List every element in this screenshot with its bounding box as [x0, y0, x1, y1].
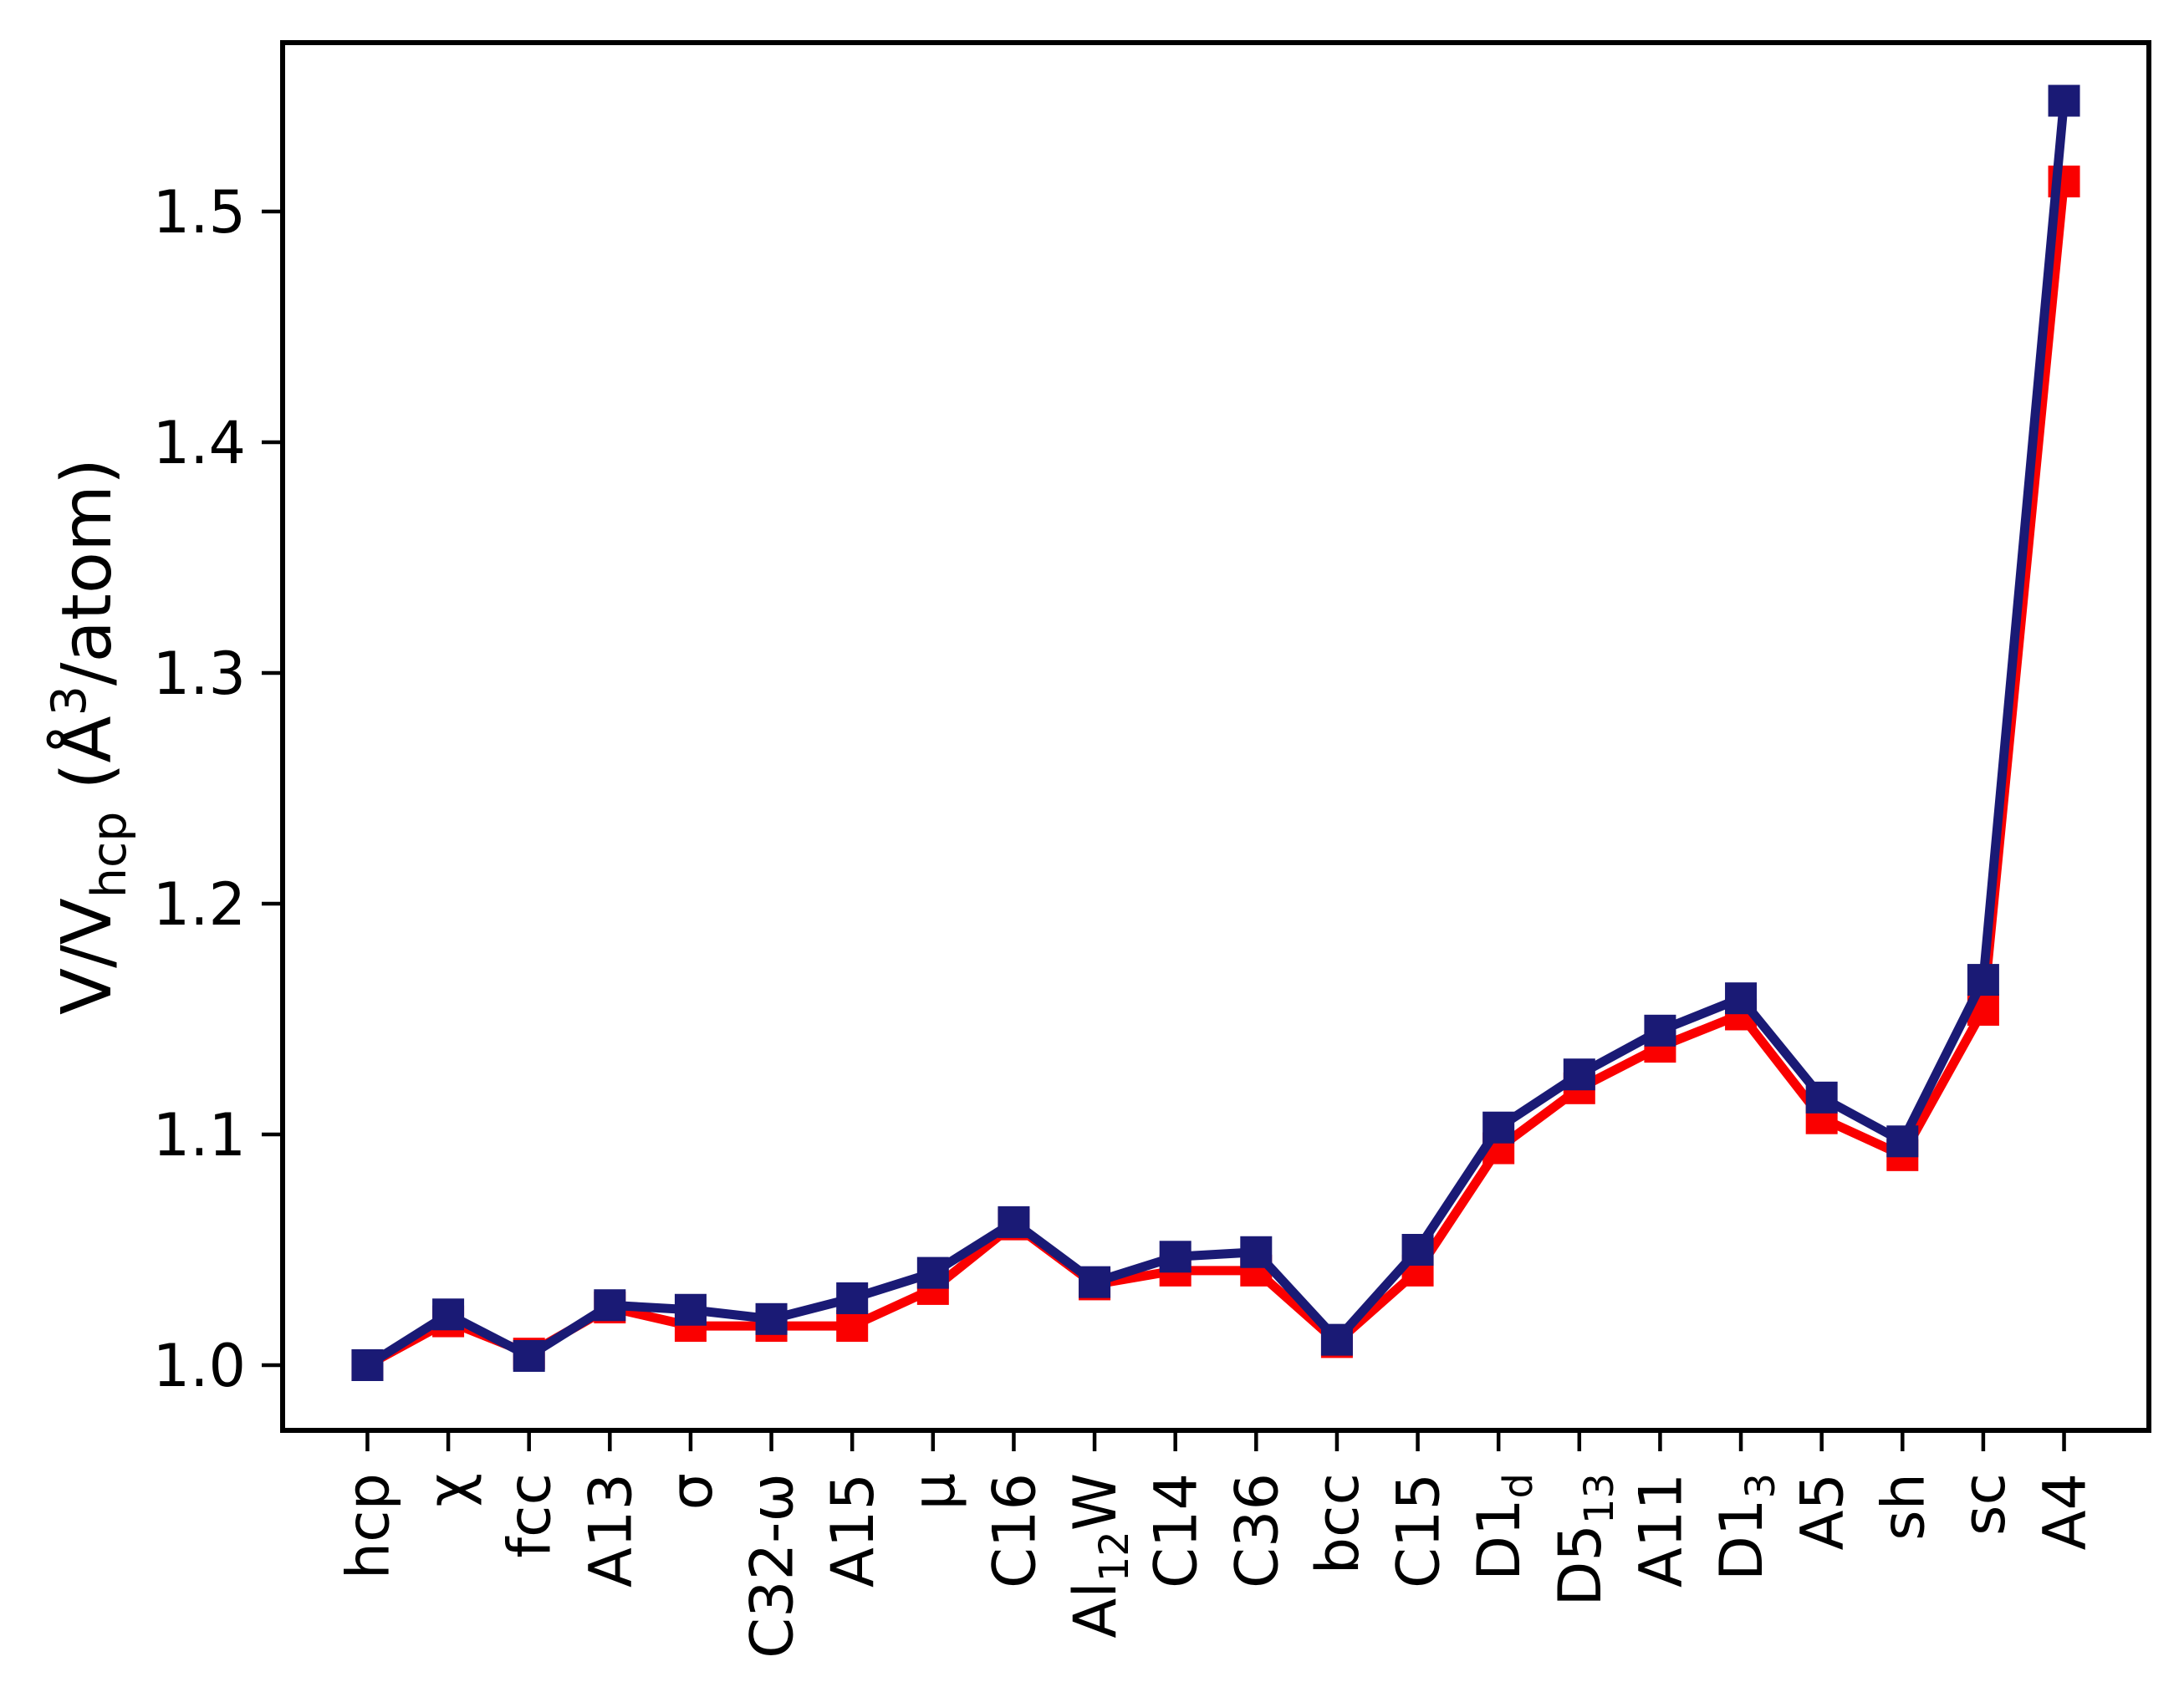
- x-tick-label-sc: sc: [1950, 1473, 2018, 1536]
- label-segment: A4: [2031, 1473, 2100, 1550]
- x-tick-label-a15: A15: [819, 1473, 887, 1588]
- marker-navy-series-c36: [1240, 1236, 1273, 1268]
- marker-navy-series--: [674, 1293, 707, 1326]
- label-segment: A11: [1626, 1473, 1695, 1588]
- x-tick-label--: χ: [415, 1473, 483, 1506]
- x-tick-label-d13: D13: [1707, 1473, 1784, 1581]
- x-tick-label-c14: C14: [1142, 1473, 1211, 1588]
- x-tick-label-sh: sh: [1869, 1473, 1937, 1541]
- y-tick-label-1.5: 1.5: [153, 178, 246, 247]
- label-segment: /atom): [48, 458, 127, 686]
- marker-navy-series-bcc: [1320, 1323, 1353, 1356]
- x-tick-label--: μ: [900, 1473, 968, 1511]
- marker-navy-series-d1d: [1482, 1111, 1515, 1144]
- marker-navy-series-c16: [998, 1205, 1030, 1238]
- label-segment: 3: [42, 686, 97, 716]
- line-navy-series: [362, 96, 2069, 1370]
- label-segment: D1: [1465, 1498, 1533, 1580]
- label-segment: 12: [1091, 1531, 1138, 1582]
- label-segment: A13: [576, 1473, 645, 1588]
- marker-navy-series--: [432, 1298, 465, 1331]
- label-segment: sc: [1950, 1473, 2018, 1536]
- x-tick-label-a13: A13: [576, 1473, 645, 1588]
- x-tick-label-c36: C36: [1222, 1473, 1291, 1588]
- marker-navy-series-d13: [1725, 982, 1758, 1015]
- marker-navy-series-a5: [1805, 1081, 1838, 1114]
- y-tick-label-1.0: 1.0: [153, 1332, 246, 1400]
- marker-navy-series-a11: [1644, 1014, 1676, 1047]
- label-segment: d: [1495, 1473, 1542, 1498]
- x-tick-label-c32-: C32-ω: [738, 1473, 807, 1659]
- y-tick-label-1.2: 1.2: [153, 870, 246, 939]
- label-segment: A5: [1789, 1473, 1857, 1550]
- x-tick-label-d1d: D1d: [1465, 1473, 1542, 1581]
- label-segment: μ: [900, 1473, 968, 1511]
- x-tick-label--: σ: [657, 1473, 726, 1510]
- x-tick-label-a11: A11: [1626, 1473, 1695, 1588]
- marker-navy-series-fcc: [513, 1339, 545, 1372]
- marker-red-series-a15: [836, 1310, 869, 1343]
- x-tick-label-a4: A4: [2031, 1473, 2100, 1550]
- marker-navy-series-a15: [836, 1282, 869, 1314]
- label-segment: fcc: [496, 1473, 564, 1558]
- label-segment: hcp: [82, 812, 137, 899]
- x-tick-label-hcp: hcp: [334, 1473, 402, 1579]
- line-red-series: [362, 176, 2069, 1370]
- label-segment: D1: [1707, 1499, 1776, 1581]
- marker-navy-series-a4: [2048, 84, 2080, 117]
- x-tick-label-bcc: bcc: [1304, 1473, 1372, 1574]
- x-tick-label-d513: D513: [1546, 1473, 1623, 1607]
- label-segment: C16: [980, 1473, 1049, 1588]
- label-segment: Al: [1061, 1582, 1130, 1638]
- label-segment: hcp: [334, 1473, 402, 1579]
- label-segment: χ: [415, 1473, 483, 1506]
- label-segment: (Å: [47, 716, 127, 811]
- x-tick-label-c15: C15: [1385, 1473, 1453, 1588]
- label-segment: C32-ω: [738, 1473, 807, 1659]
- label-segment: bcc: [1304, 1473, 1372, 1574]
- y-axis-label: V/Vhcp (Å3/atom): [42, 458, 137, 1015]
- label-segment: W: [1061, 1473, 1130, 1531]
- label-segment: V/V: [48, 898, 127, 1015]
- label-segment: C14: [1142, 1473, 1211, 1588]
- marker-navy-series-c15: [1401, 1234, 1434, 1266]
- label-segment: 3: [1738, 1473, 1784, 1499]
- axes-box: [280, 40, 2151, 1433]
- plot-area: [283, 43, 2149, 1430]
- y-tick-label-1.3: 1.3: [153, 640, 246, 708]
- marker-navy-series--: [916, 1256, 949, 1289]
- x-tick-label-al12w: Al12W: [1061, 1473, 1138, 1639]
- x-tick-label-c16: C16: [980, 1473, 1049, 1588]
- y-tick-label-1.4: 1.4: [153, 409, 246, 477]
- label-segment: sh: [1869, 1473, 1937, 1541]
- label-segment: A15: [819, 1473, 887, 1588]
- label-segment: C36: [1222, 1473, 1291, 1588]
- x-tick-label-fcc: fcc: [496, 1473, 564, 1558]
- y-tick-label-1.1: 1.1: [153, 1101, 246, 1170]
- label-segment: σ: [657, 1473, 726, 1510]
- label-segment: D5: [1546, 1524, 1615, 1606]
- marker-navy-series-c32-: [755, 1302, 788, 1335]
- marker-navy-series-a13: [594, 1289, 626, 1322]
- marker-navy-series-hcp: [351, 1349, 384, 1381]
- label-segment: C15: [1385, 1473, 1453, 1588]
- marker-navy-series-al12w: [1079, 1266, 1111, 1298]
- x-tick-label-a5: A5: [1789, 1473, 1857, 1550]
- marker-navy-series-c14: [1159, 1241, 1192, 1273]
- marker-navy-series-d513: [1563, 1058, 1595, 1091]
- marker-navy-series-sc: [1967, 964, 1999, 996]
- marker-navy-series-sh: [1886, 1125, 1919, 1158]
- label-segment: 13: [1576, 1473, 1623, 1524]
